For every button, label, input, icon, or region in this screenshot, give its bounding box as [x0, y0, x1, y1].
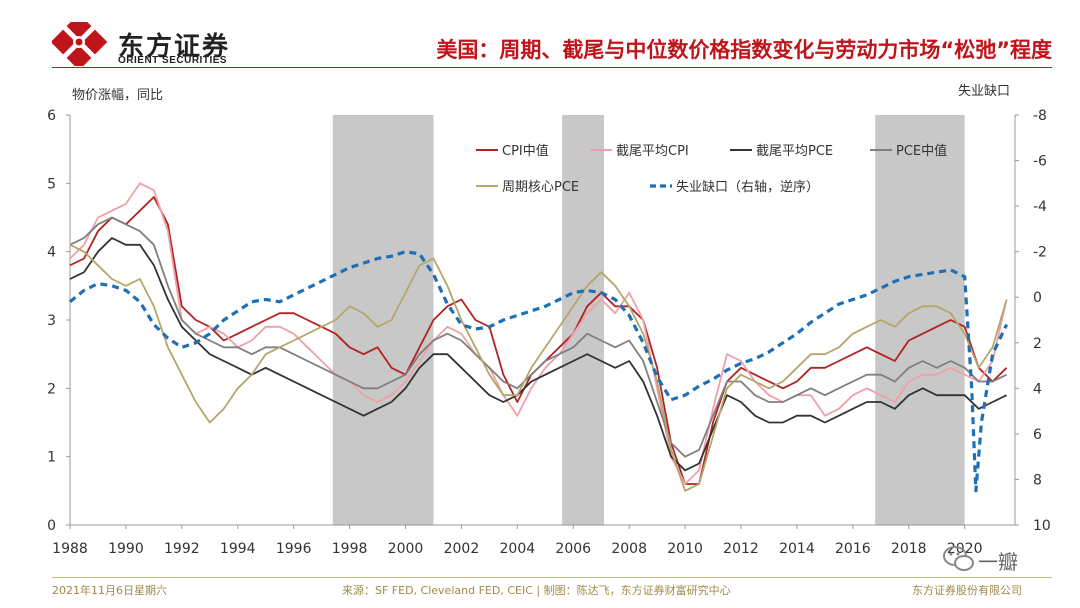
y-tick-label-0: 0: [47, 518, 56, 534]
footer-rule: [52, 577, 1052, 578]
page-title: 美国：周期、截尾与中位数价格指数变化与劳动力市场“松弛”程度: [436, 38, 1052, 62]
x-tick-label-2: 1992: [164, 541, 200, 557]
series-line-5: [68, 250, 1009, 493]
legend-label-3: PCE中值: [896, 143, 947, 159]
series-line-1: [69, 182, 1008, 485]
title-rule: [52, 67, 1052, 68]
y2-axis-label: 失业缺口: [958, 84, 1011, 99]
x-tick-label-8: 2004: [500, 541, 536, 557]
x-tick-label-11: 2010: [667, 541, 703, 557]
x-tick-label-10: 2008: [611, 541, 647, 557]
y-tick-label-1: 1: [47, 450, 56, 466]
x-tick-label-5: 1998: [332, 541, 368, 557]
x-tick-label-9: 2006: [555, 541, 591, 557]
wechat-icon: [943, 546, 974, 571]
y2-tick-label-9: -8: [1033, 108, 1047, 124]
y2-tick-label-0: 10: [1033, 518, 1051, 534]
y2-tick-label-4: 2: [1033, 336, 1042, 352]
series-line-3: [69, 216, 1007, 458]
legend-label-2: 截尾平均PCE: [756, 144, 833, 159]
x-tick-label-4: 1996: [276, 541, 312, 557]
shaded-period-0: [332, 115, 434, 525]
y2-tick-label-1: 8: [1033, 472, 1042, 488]
x-tick-label-15: 2018: [891, 541, 927, 557]
y2-tick-label-6: -2: [1033, 245, 1047, 261]
series-line-4: [69, 243, 1008, 492]
logo-cn-text: 东方证券: [118, 32, 231, 62]
x-tick-label-3: 1994: [220, 541, 256, 557]
y2-tick-label-2: 6: [1033, 427, 1042, 443]
legend-label-1: 截尾平均CPI: [616, 144, 689, 159]
footer-source: 来源：SF FED, Cleveland FED, CEIC | 制图：陈达飞，…: [342, 584, 731, 597]
y-tick-label-4: 4: [47, 245, 56, 261]
watermark: 一瓣: [940, 540, 1032, 580]
y-tick-label-2: 2: [47, 381, 56, 397]
footer-date: 2021年11月6日星期六: [52, 584, 167, 597]
y-tick-label-3: 3: [47, 313, 56, 329]
footer-company: 东方证券股份有限公司: [912, 584, 1022, 597]
y2-tick-label-8: -6: [1033, 154, 1047, 170]
x-tick-label-0: 1988: [52, 541, 88, 557]
x-tick-label-7: 2002: [444, 541, 480, 557]
x-tick-label-12: 2012: [723, 541, 759, 557]
y-tick-label-5: 5: [47, 176, 56, 192]
y2-tick-label-5: 0: [1033, 290, 1042, 306]
legend-label-5: 失业缺口（右轴，逆序）: [676, 179, 819, 195]
y2-tick-label-3: 4: [1033, 381, 1042, 397]
y-tick-label-6: 6: [47, 108, 56, 124]
y2-tick-label-7: -4: [1033, 199, 1047, 215]
x-tick-label-6: 2000: [388, 541, 424, 557]
logo-en-text: ORIENT SECURITIES: [118, 55, 228, 66]
orient-securities-logo: 东方证券 ORIENT SECURITIES: [50, 13, 252, 71]
x-tick-label-13: 2014: [779, 541, 815, 557]
logo-mark-icon: [50, 13, 108, 71]
series-line-2: [69, 237, 1007, 472]
y-axis-label: 物价涨幅，同比: [72, 88, 164, 103]
x-tick-label-14: 2016: [835, 541, 871, 557]
legend-label-4: 周期核心PCE: [502, 180, 579, 195]
legend-label-0: CPI中值: [502, 143, 549, 159]
watermark-text: 一瓣: [978, 550, 1018, 574]
x-tick-label-1: 1990: [108, 541, 144, 557]
header: 东方证券 ORIENT SECURITIES 美国：周期、截尾与中位数价格指数变…: [0, 0, 1080, 71]
x-tick-label-16: 2020: [947, 541, 983, 557]
